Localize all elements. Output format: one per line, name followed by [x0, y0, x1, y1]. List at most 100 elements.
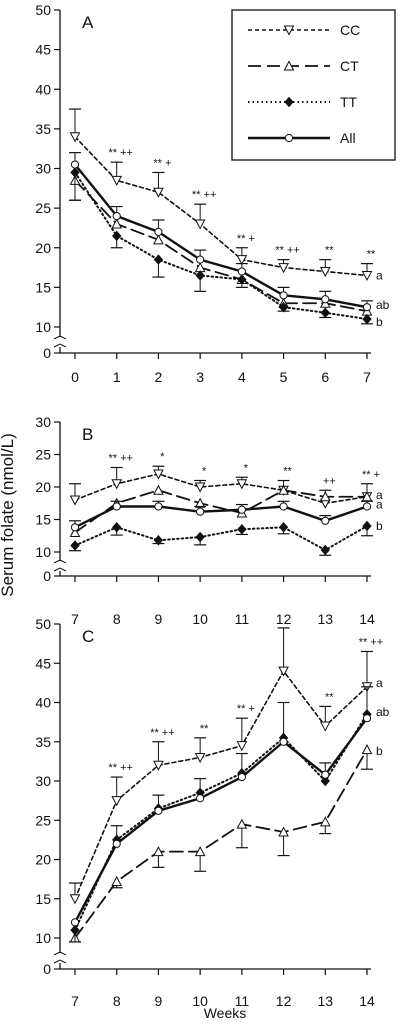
series-tt: [69, 167, 373, 325]
legend-label: All: [340, 130, 356, 146]
data-point: [362, 313, 372, 325]
series-line: [74, 525, 368, 552]
series-cc: [69, 465, 373, 509]
data-point: [319, 267, 331, 278]
data-point: [194, 219, 206, 230]
data-point: [319, 491, 331, 502]
data-point: [278, 826, 289, 837]
data-point: [236, 741, 248, 752]
x-tick-label: 1: [113, 369, 121, 385]
data-point: [196, 507, 205, 516]
group-letter: ab: [376, 298, 390, 312]
panel-label: C: [82, 627, 94, 646]
series-ct: [69, 744, 373, 943]
y-tick-label: 20: [35, 240, 51, 256]
data-point: [69, 526, 81, 537]
y-tick-label: 15: [35, 512, 51, 528]
significance-annotation: ** ++: [192, 189, 216, 201]
data-point: [111, 875, 123, 886]
y-tick-label: 35: [35, 121, 51, 137]
x-tick-label: 12: [276, 993, 292, 1009]
series-cc: [69, 108, 373, 282]
x-tick-label: 11: [235, 993, 250, 1009]
data-point: [70, 160, 80, 169]
group-letter: b: [376, 744, 383, 758]
significance-annotation: ** ++: [275, 245, 299, 257]
x-tick-label: 14: [359, 993, 375, 1009]
y-tick-label: 10: [35, 319, 51, 335]
y-tick-label: 15: [35, 279, 51, 295]
x-tick-label: 6: [321, 369, 329, 385]
group-letter: a: [376, 498, 383, 512]
y-tick-label: 40: [35, 695, 51, 711]
data-point: [195, 531, 205, 543]
data-point: [70, 540, 80, 551]
group-letter: a: [376, 676, 383, 690]
significance-annotation: **: [367, 249, 376, 261]
data-point: [279, 502, 288, 511]
x-tick-label: 10: [192, 993, 208, 1009]
y-tick-label: 15: [35, 891, 51, 907]
significance-annotation: **: [200, 723, 209, 735]
data-point: [196, 794, 205, 803]
data-point: [362, 714, 372, 723]
legend-label: TT: [340, 94, 358, 110]
group-letter: a: [376, 488, 383, 502]
data-point: [70, 918, 80, 927]
data-point: [195, 270, 205, 281]
group-letter: b: [376, 519, 383, 533]
data-point: [153, 535, 164, 546]
data-point: [112, 839, 121, 848]
data-point: [279, 291, 288, 300]
data-point: [111, 479, 123, 490]
group-letter: b: [376, 315, 383, 329]
data-point: [69, 495, 81, 506]
data-point: [111, 796, 123, 807]
series-line: [74, 489, 368, 534]
x-tick-label: 7: [363, 369, 371, 385]
significance-annotation: **: [325, 245, 334, 257]
series-line: [74, 713, 368, 932]
legend-marker: [284, 133, 294, 143]
group-letter: ab: [376, 705, 390, 719]
data-point: [278, 484, 289, 495]
y-tick-label: 30: [35, 773, 51, 789]
series-line: [74, 748, 368, 939]
data-point: [320, 307, 330, 318]
data-point: [69, 894, 81, 905]
legend-item-ct: CT: [248, 58, 359, 74]
data-point: [112, 211, 121, 221]
data-point: [112, 230, 122, 242]
data-point: [321, 295, 330, 304]
data-point: [278, 263, 289, 274]
legend-marker: [284, 96, 294, 108]
data-point: [237, 274, 247, 285]
y-tick-label: 50: [35, 616, 51, 632]
data-point: [319, 721, 331, 732]
x-tick-label: 0: [71, 369, 79, 385]
series-tt: [69, 520, 373, 556]
legend: CC CT TT All: [231, 9, 396, 161]
data-point: [320, 544, 330, 556]
legend-label: CT: [340, 58, 359, 74]
data-point: [69, 132, 81, 143]
legend-item-all: All: [248, 130, 356, 146]
data-point: [153, 254, 164, 265]
series-line: [74, 136, 368, 277]
series-all: [69, 500, 373, 532]
series-cc: [69, 627, 373, 905]
series-line: [74, 171, 368, 321]
data-point: [194, 752, 206, 764]
legend-item-tt: TT: [248, 94, 358, 110]
data-point: [194, 846, 206, 857]
y-tick-label: 20: [35, 852, 51, 868]
data-point: [236, 255, 248, 266]
data-point: [153, 484, 164, 495]
x-tick-label: 8: [113, 993, 121, 1009]
y-tick-label: 30: [35, 161, 51, 177]
significance-annotation: ** ++: [108, 453, 132, 465]
significance-annotation: ++: [323, 475, 336, 487]
data-point: [112, 502, 121, 511]
